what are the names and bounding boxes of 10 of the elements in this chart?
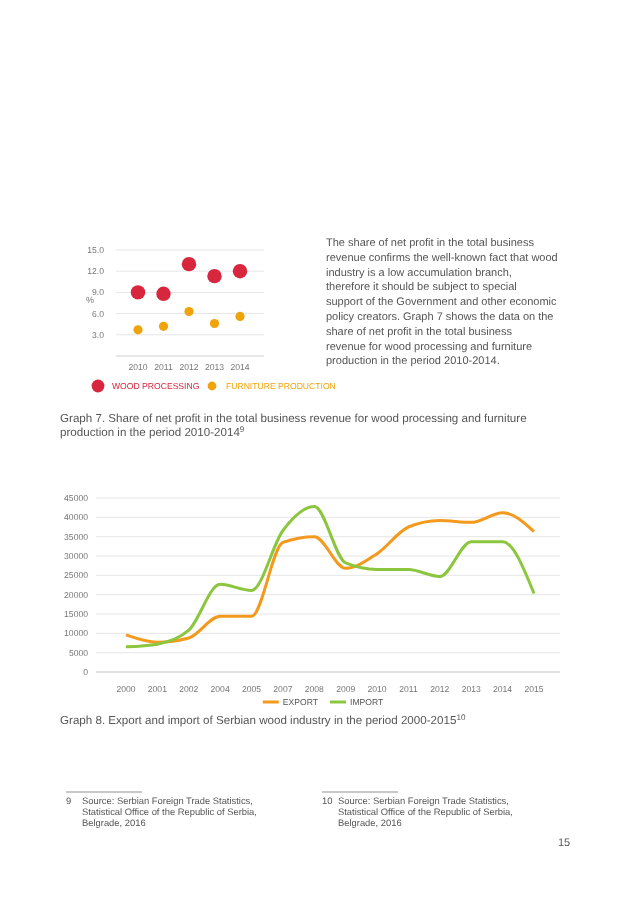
point [184,306,194,317]
point [235,311,245,322]
point [156,286,171,302]
point [133,325,143,335]
point [130,285,146,300]
point [232,264,248,279]
point [158,321,169,331]
point [181,256,197,272]
point [207,268,222,284]
point [209,318,220,329]
